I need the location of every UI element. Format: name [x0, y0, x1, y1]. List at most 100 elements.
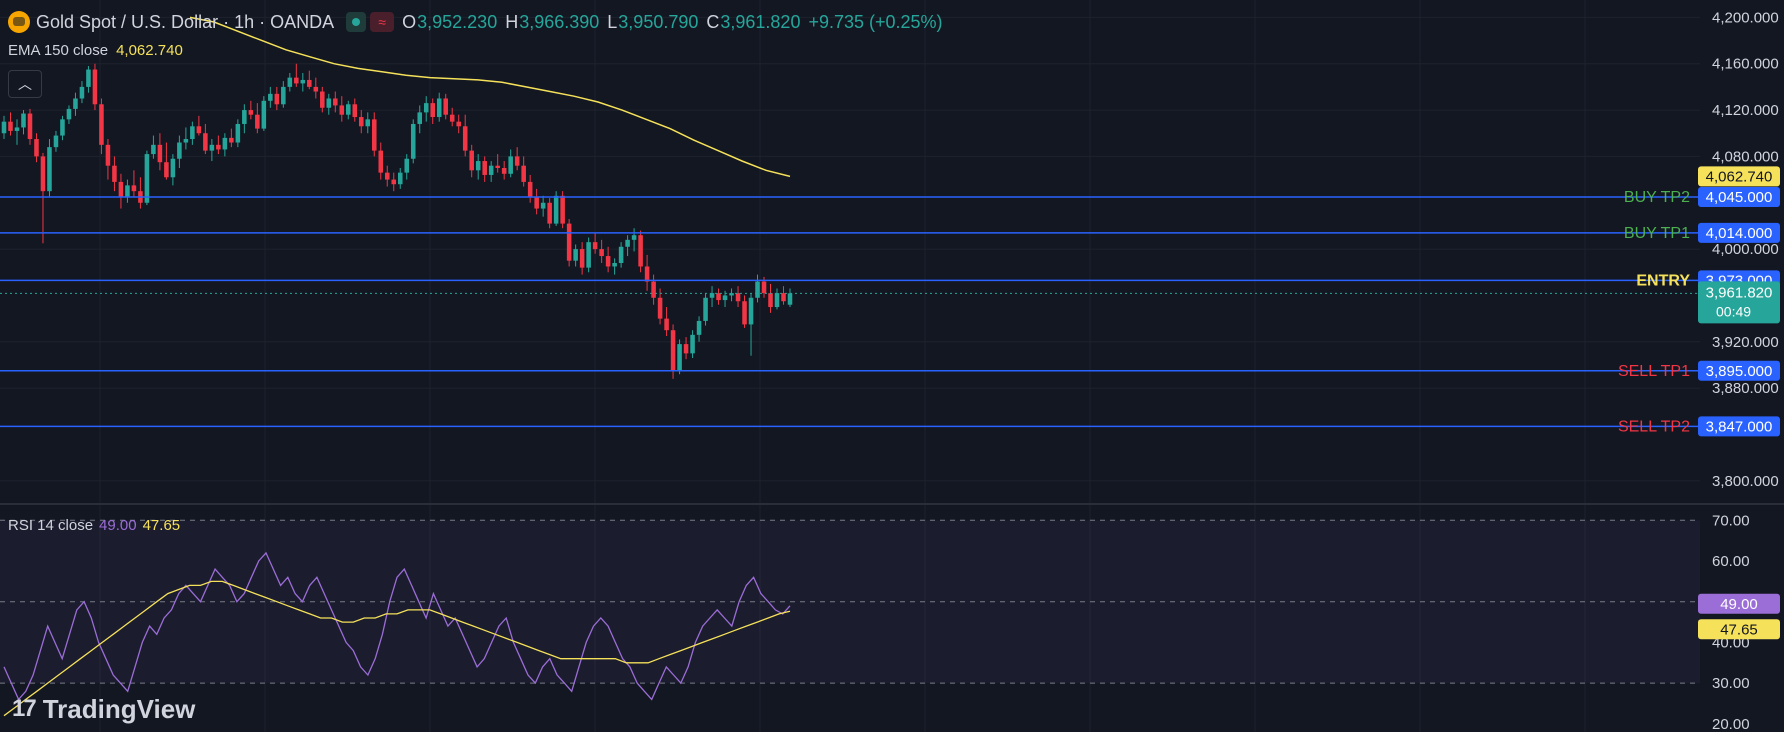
level-price-badge-bg — [1698, 186, 1780, 207]
candle-body — [716, 293, 721, 301]
candle-body — [203, 133, 208, 151]
candle-body — [352, 104, 358, 118]
low-label: L — [607, 11, 618, 32]
close-label: C — [706, 11, 720, 32]
price-axis-ticks: 4,200.000 4,160.000 4,120.000 4,080.000 4,00… — [1712, 9, 1779, 489]
ema-series-line — [189, 16, 791, 178]
gold-logo-icon — [8, 11, 30, 33]
candle-body — [294, 77, 299, 84]
candles — [1, 63, 793, 379]
level-price-badge-bg — [1698, 222, 1780, 243]
candle-body — [521, 165, 526, 182]
ema-legend[interactable]: EMA 150 close 4,062.740 — [8, 42, 183, 59]
candle-body — [683, 344, 689, 354]
candle-body — [677, 344, 682, 371]
price-tick-label: 3,880.000 — [1712, 380, 1779, 397]
candle-body — [79, 86, 85, 99]
candle-body — [131, 185, 137, 192]
countdown-label: 00:49 — [1716, 303, 1751, 319]
candle-body — [670, 330, 676, 371]
candle-body — [365, 119, 371, 127]
price-badges: 4,062.7404,045.0004,014.0003,973.0003,89… — [1698, 166, 1780, 640]
candle-body — [573, 249, 578, 261]
candle-body — [501, 168, 507, 174]
candle-body — [638, 235, 643, 267]
candle-body — [690, 334, 695, 354]
last-price-badge-bg — [1698, 281, 1780, 324]
candle-body — [761, 281, 767, 294]
candle-body — [339, 105, 345, 115]
candle-body — [397, 172, 403, 185]
price-tick-label: 3,920.000 — [1712, 334, 1779, 351]
level-price-badge-bg — [1698, 416, 1780, 437]
level-price-badge: 3,847.000 — [1706, 418, 1773, 435]
candle-body — [14, 127, 20, 131]
collapse-legend-button[interactable]: ︿ — [8, 70, 42, 98]
candle-body — [73, 98, 78, 109]
candle-body — [320, 91, 325, 108]
ema-price-badge-bg — [1698, 166, 1780, 187]
candle-body — [774, 293, 780, 308]
ema-label: EMA 150 close — [8, 42, 109, 59]
candle-body — [488, 165, 494, 175]
level-label: SELL TP2 — [1618, 418, 1690, 435]
candle-body — [579, 249, 585, 268]
candle-body — [540, 202, 546, 209]
rsi-ma-series-line — [3, 580, 791, 717]
candle-body — [449, 114, 455, 122]
rsi-tick-label: 60.00 — [1712, 553, 1750, 570]
candle-body — [105, 144, 111, 166]
candle-body — [729, 293, 734, 296]
rsi-legend[interactable]: RSI 14 close 49.00 47.65 — [8, 517, 180, 534]
candle-body — [742, 301, 747, 325]
candle-body — [768, 293, 773, 308]
candle-body — [248, 110, 254, 115]
tradingview-logo[interactable]: 17 TradingView — [12, 694, 195, 724]
candle-body — [527, 181, 533, 197]
candle-body — [47, 147, 52, 192]
candle-body — [196, 126, 202, 134]
candle-body — [410, 123, 416, 159]
high-value: 3,966.390 — [519, 11, 600, 32]
candle-body — [735, 293, 741, 302]
candle-body — [436, 98, 442, 118]
trade-levels[interactable]: BUY TP2 BUY TP1 ENTRY SELL TP1 SELL TP2 — [0, 189, 1700, 435]
rsi-value: 49.00 — [99, 517, 137, 534]
candle-body — [612, 263, 617, 267]
candle-body — [475, 161, 481, 171]
symbol-title[interactable]: Gold Spot / U.S. Dollar · 1h · OANDA — [36, 11, 335, 32]
level-label: BUY TP2 — [1624, 189, 1690, 206]
chevron-up-icon: ︿ — [18, 76, 32, 92]
candle-body — [605, 256, 611, 267]
rsi-value-badge-bg — [1698, 593, 1780, 614]
market-status-icon[interactable] — [346, 12, 367, 32]
level-price-badge: 4,014.000 — [1706, 225, 1773, 242]
candle-body — [709, 293, 715, 298]
candle-body — [346, 104, 351, 115]
candle-body — [696, 320, 702, 335]
candle-body — [586, 242, 591, 268]
candle-body — [378, 150, 384, 173]
candle-body — [358, 117, 364, 127]
rsi-ma-value: 47.65 — [142, 517, 181, 534]
candle-body — [326, 98, 332, 108]
symbol-header: Gold Spot / U.S. Dollar · 1h · OANDA ≈ O… — [8, 10, 943, 34]
open-label: O — [402, 11, 417, 32]
level-label: ENTRY — [1636, 272, 1690, 289]
candle-body — [651, 281, 656, 298]
candle-body — [183, 139, 189, 143]
rsi-band — [0, 519, 1700, 684]
brand-name: TradingView — [42, 693, 196, 724]
tradingview-mark-icon: 17 — [12, 695, 37, 722]
candle-body — [170, 158, 176, 178]
ema-value: 4,062.740 — [116, 42, 183, 59]
data-mode-icon[interactable]: ≈ — [370, 12, 395, 32]
candle-body — [391, 179, 397, 185]
rsi-tick-label: 30.00 — [1712, 675, 1750, 692]
candle-body — [482, 161, 487, 175]
rsi-value-badge: 49.00 — [1720, 596, 1758, 613]
candle-body — [599, 249, 604, 257]
candle-body — [553, 195, 559, 224]
candle-body — [190, 126, 195, 140]
